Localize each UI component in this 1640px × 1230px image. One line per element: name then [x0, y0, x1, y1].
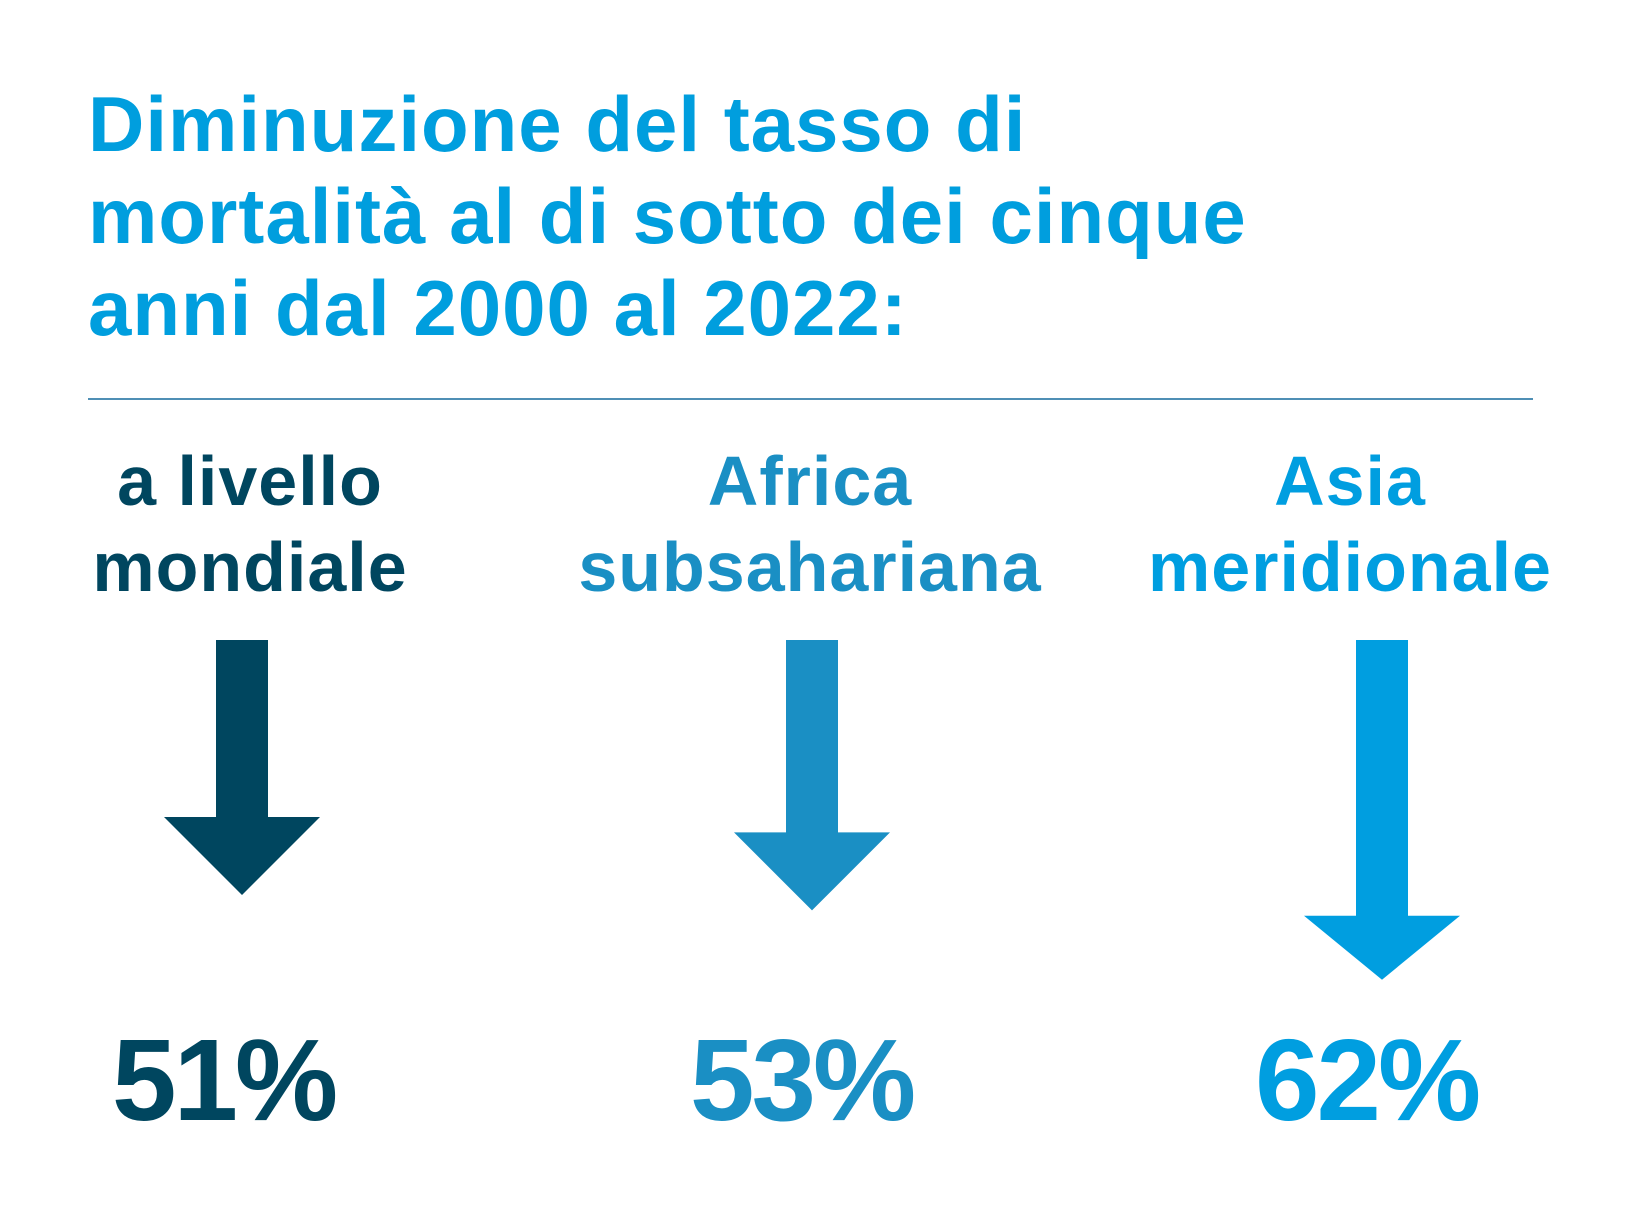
region-label-global: a livello mondiale: [0, 438, 510, 610]
region-label-africa: Africa subsahariana: [550, 438, 1070, 610]
title-line-3: anni dal 2000 al 2022:: [88, 264, 908, 352]
tick-label-line: subsahariana: [578, 528, 1042, 606]
tick-label-africa: Africa subsahariana: [550, 438, 1070, 610]
tick-label-global: a livello mondiale: [0, 438, 510, 610]
value-label-global: 51%: [112, 1015, 338, 1145]
divider-line: [88, 398, 1533, 400]
region-label-asia: Asia meridionale: [1090, 438, 1610, 610]
tick-label-line: Africa: [707, 442, 913, 520]
page-title: Diminuzione del tasso di mortalità al di…: [88, 78, 1538, 354]
arrow-down-icon: [164, 640, 320, 895]
arrow-down-icon: [734, 640, 890, 911]
tick-label-asia: Asia meridionale: [1090, 438, 1610, 610]
tick-label-line: mondiale: [92, 528, 408, 606]
title-line-2: mortalità al di sotto dei cinque: [88, 172, 1247, 260]
tick-label-line: meridionale: [1148, 528, 1552, 606]
tick-label-line: Asia: [1274, 442, 1426, 520]
arrow-down-icon: [1304, 640, 1460, 980]
value-label-africa: 53%: [690, 1015, 916, 1145]
title-line-1: Diminuzione del tasso di: [88, 80, 1027, 168]
value-label-asia: 62%: [1255, 1015, 1481, 1145]
tick-label-line: a livello: [117, 442, 383, 520]
